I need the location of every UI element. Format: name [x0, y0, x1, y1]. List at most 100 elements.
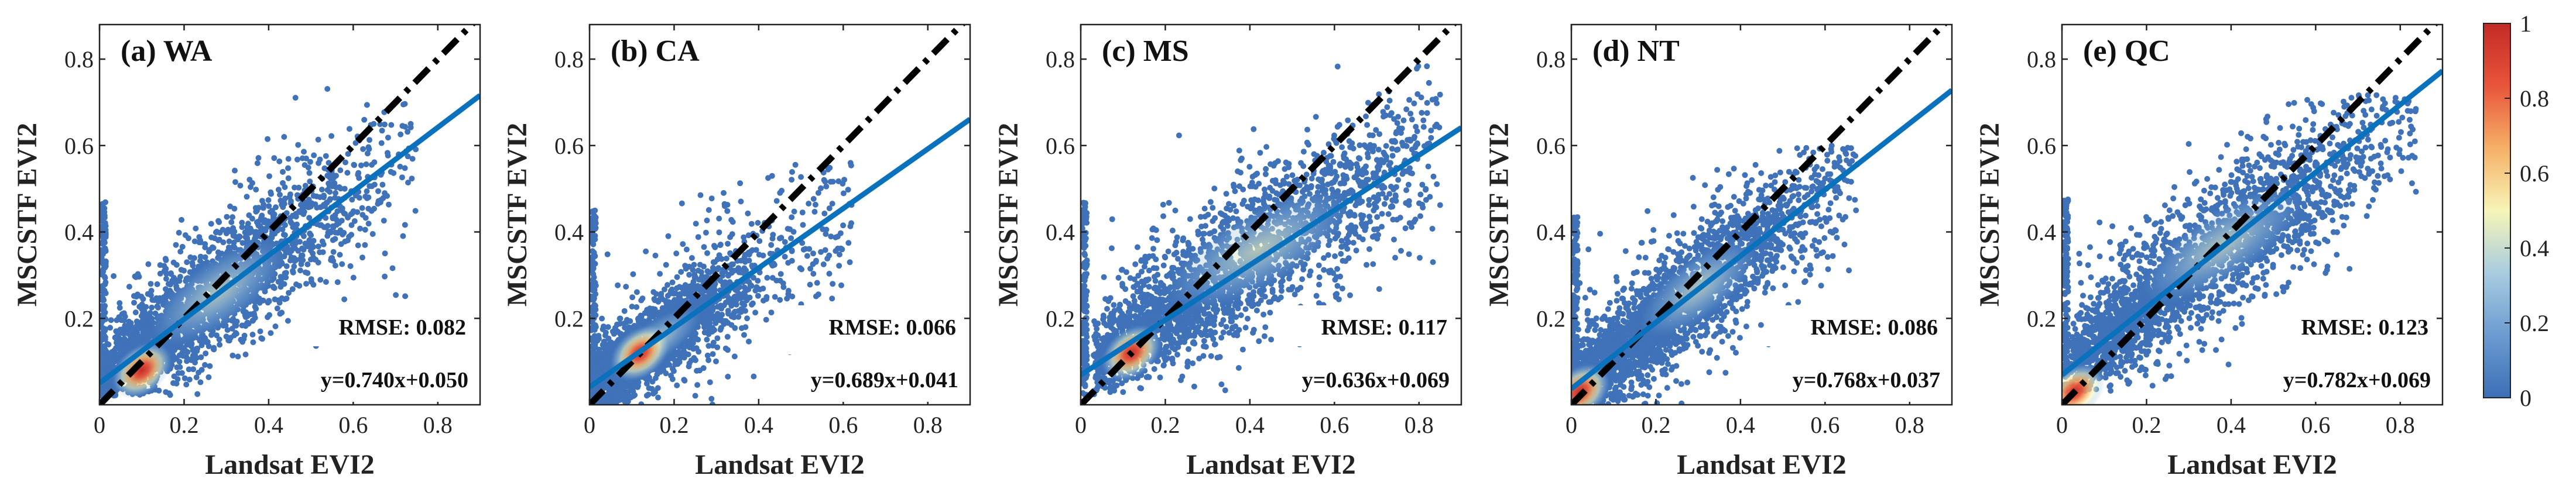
x-tick-label: 0.4: [2217, 412, 2246, 438]
y-axis-label: MSCSTF EVI2: [1974, 123, 2005, 307]
y-tick-label: 0.6: [64, 133, 94, 159]
scatter-points: [1571, 25, 1952, 405]
density-peak: [111, 342, 172, 399]
y-tick-label: 0.4: [1046, 219, 1075, 246]
panel-1: 0 0.2 0.4 0.6 0.8 0.2 0.4 0.6 0.8 Landsat EVI2 MSC…: [12, 23, 481, 480]
y-tick-label: 0.2: [2027, 305, 2056, 332]
x-axis-label: Landsat EVI2: [1677, 449, 1846, 480]
axes-frame: [588, 23, 971, 406]
equation-label: y=0.636x+0.069: [1302, 368, 1450, 392]
y-tick-label: 0.6: [2027, 133, 2056, 159]
y-tick-label: 0.8: [1536, 46, 1566, 73]
panel-title: (e) QC: [2083, 35, 2170, 68]
x-tick-label: 0.4: [744, 412, 773, 438]
rmse-label: RMSE: 0.082: [339, 315, 466, 340]
colorbar: 0 0.2 0.4 0.6 0.8 1: [2483, 11, 2549, 411]
fit-line: [1081, 125, 1461, 377]
y-tick-label: 0.4: [1536, 219, 1566, 246]
x-tick-label: 0: [1566, 412, 1577, 438]
y-tick-label: 0.6: [554, 133, 584, 159]
y-axis-label: MSCSTF EVI2: [1484, 123, 1515, 307]
x-tick-label: 0.6: [2301, 412, 2330, 438]
equation-label: y=0.782x+0.069: [2283, 368, 2431, 392]
x-tick-label: 0.8: [423, 412, 453, 438]
x-tick-label: 0.8: [1405, 412, 1434, 438]
equation-label: y=0.740x+0.050: [321, 368, 468, 392]
rmse-box: [783, 305, 964, 346]
x-tick-label: 0: [2056, 412, 2068, 438]
y-tick-label: 0.8: [554, 46, 584, 73]
density-glow: [1167, 190, 1350, 309]
x-tick-label: 0: [584, 412, 595, 438]
y-tick-label: 0.8: [64, 46, 94, 73]
x-tick-label: 0.6: [828, 412, 858, 438]
rmse-label: RMSE: 0.086: [1811, 315, 1938, 340]
y-tick-label: 0.2: [1536, 305, 1566, 332]
fit-line: [2062, 68, 2443, 377]
equation-box: [1256, 355, 1458, 402]
x-tick-label: 0: [1075, 412, 1087, 438]
x-tick-label: 0.8: [1895, 412, 1924, 438]
equation-box: [2238, 355, 2440, 402]
rmse-label: RMSE: 0.123: [2301, 315, 2428, 340]
panel-4: 0 0.2 0.4 0.6 0.8 0.2 0.4 0.6 0.8 Landsat EVI2 MSC…: [1484, 23, 1953, 480]
colorbar-tick-label: 0.6: [2520, 160, 2549, 187]
y-tick-label: 0.2: [1046, 305, 1075, 332]
y-tick-label: 0.2: [554, 305, 584, 332]
y-tick-label: 0.8: [1046, 46, 1075, 73]
colorbar-tick-label: 0.4: [2520, 235, 2549, 261]
equation-box: [275, 355, 477, 402]
axes-frame: [1080, 23, 1462, 406]
colorbar-tick-label: 0.8: [2520, 85, 2549, 112]
x-axis-label: Landsat EVI2: [695, 449, 864, 480]
panel-title: (d) NT: [1592, 35, 1680, 68]
equation-label: y=0.768x+0.037: [1793, 368, 1940, 392]
identity-line: [1081, 25, 1458, 405]
x-tick-label: 0.4: [1726, 412, 1755, 438]
x-tick-label: 0.2: [169, 412, 198, 438]
scatter-points: [100, 25, 480, 405]
y-axis-label: MSCSTF EVI2: [502, 123, 533, 307]
x-axis-label: Landsat EVI2: [2167, 449, 2337, 480]
fit-line: [590, 117, 970, 390]
colorbar-gradient: [2483, 23, 2511, 398]
y-tick-label: 0.4: [2027, 219, 2056, 246]
x-axis-label: Landsat EVI2: [205, 449, 374, 480]
x-tick-label: 0.6: [1320, 412, 1349, 438]
x-tick-label: 0.2: [2132, 412, 2161, 438]
panel-2: 0 0.2 0.4 0.6 0.8 0.2 0.4 0.6 0.8 Landsat EVI2 MSC…: [502, 23, 971, 480]
x-tick-label: 0.8: [913, 412, 943, 438]
colorbar-tick-label: 0.2: [2520, 310, 2549, 336]
y-tick-label: 0.2: [64, 305, 94, 332]
x-tick-label: 0.4: [254, 412, 283, 438]
x-tick-label: 0.4: [1235, 412, 1265, 438]
rmse-label: RMSE: 0.117: [1321, 315, 1447, 340]
x-tick-label: 0.6: [1810, 412, 1839, 438]
y-tick-label: 0.4: [64, 219, 94, 246]
y-tick-label: 0.4: [554, 219, 584, 246]
x-tick-label: 0.6: [338, 412, 368, 438]
rmse-box: [2255, 305, 2437, 346]
fit-line: [1571, 88, 1952, 391]
scatter-points: [1081, 25, 1461, 405]
x-axis-label: Landsat EVI2: [1186, 449, 1355, 480]
axes-frame: [98, 23, 481, 406]
y-tick-label: 0.6: [1046, 133, 1075, 159]
panel-title: (b) CA: [611, 35, 700, 68]
x-tick-label: 0.8: [2386, 412, 2415, 438]
equation-box: [1747, 355, 1949, 402]
identity-line: [100, 25, 477, 405]
panel-title: (a) WA: [121, 35, 213, 68]
x-tick-label: 0.2: [1641, 412, 1670, 438]
y-tick-label: 0.8: [2027, 46, 2056, 73]
rmse-box: [1765, 305, 1946, 346]
axes-frame: [2061, 23, 2444, 406]
equation-label: y=0.689x+0.041: [811, 368, 958, 392]
x-tick-label: 0.2: [659, 412, 688, 438]
panel-5: 0 0.2 0.4 0.6 0.8 0.2 0.4 0.6 0.8 Landsat EVI2 MSC…: [1974, 23, 2444, 480]
scatter-points: [590, 25, 970, 405]
x-tick-label: 0: [94, 412, 105, 438]
colorbar-tick-label: 1: [2520, 11, 2532, 37]
panel-3: 0 0.2 0.4 0.6 0.8 0.2 0.4 0.6 0.8 Landsat EVI2 MSC…: [993, 23, 1462, 480]
